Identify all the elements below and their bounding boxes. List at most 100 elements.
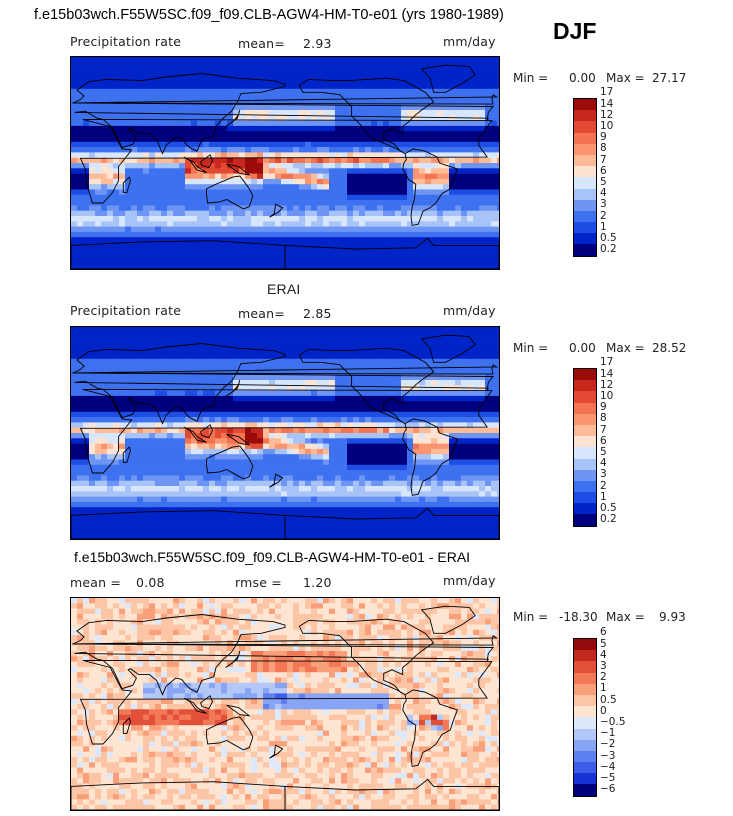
colorbar-swatch: [574, 380, 596, 392]
colorbar-tick-label: 0.2: [600, 243, 617, 256]
coastline-outlines: [71, 64, 499, 269]
map-field: [71, 57, 499, 269]
coastline: [269, 203, 284, 218]
panel-2-min-label: Min =: [513, 341, 549, 355]
coastline: [200, 154, 213, 169]
coastline: [225, 650, 241, 668]
coastline: [284, 507, 499, 539]
coastline: [122, 446, 131, 463]
colorbar-tick-label: 5: [600, 637, 607, 650]
colorbar-tick-label: 5: [600, 176, 607, 188]
colorbar-tick-label: 14: [600, 367, 614, 380]
colorbar-swatch: [574, 222, 596, 234]
coastline: [72, 634, 499, 646]
colorbar-swatch: [574, 132, 596, 144]
panel-2-field-label: Precipitation rate: [70, 303, 182, 318]
colorbar-swatch: [574, 424, 596, 437]
panel-2-map: [70, 326, 500, 540]
colorbar-swatch: [574, 143, 596, 155]
coastline: [402, 418, 458, 496]
colorbar-tick-label: 5: [600, 446, 607, 458]
coastline: [298, 347, 435, 425]
coastline: [79, 118, 493, 204]
colorbar-swatch: [574, 717, 596, 729]
panel-3-min-value: -18.30: [559, 610, 598, 624]
coastline: [183, 426, 207, 443]
colorbar-tick-label: 14: [600, 97, 614, 110]
panel-3-mean-value: 0.08: [136, 575, 165, 590]
colorbar-swatch: [574, 154, 596, 167]
panel-1-max-value: 27.17: [652, 71, 687, 85]
colorbar-swatch: [574, 784, 596, 796]
colorbar-swatch: [574, 469, 596, 481]
colorbar-swatch: [574, 188, 596, 200]
colorbar-tick-label: 17: [600, 356, 614, 369]
coastline: [73, 614, 495, 696]
coastline: [225, 379, 241, 397]
coastline: [79, 659, 493, 745]
colorbar-tick-label: 4: [600, 187, 607, 200]
colorbar-swatch: [574, 762, 596, 774]
colorbar-swatch: [574, 233, 596, 245]
panel-2-mean-label: mean=: [238, 306, 285, 321]
colorbar-swatch: [574, 99, 596, 111]
season-label: DJF: [553, 18, 597, 44]
map-svg: [71, 57, 499, 269]
coastline: [72, 93, 499, 105]
colorbar-swatch: [574, 773, 596, 785]
panel-1-max-label: Max =: [606, 71, 645, 85]
colorbar-tick-label: −5: [600, 772, 616, 784]
coastline: [206, 175, 254, 210]
colorbar-tick-label: 4: [600, 648, 607, 661]
colorbar-swatch: [574, 750, 596, 763]
colorbar-swatch: [574, 210, 596, 223]
coastline: [226, 433, 251, 446]
colorbar-swatch: [574, 492, 596, 504]
colorbar-swatch: [574, 244, 596, 256]
colorbar-swatch: [574, 694, 596, 707]
colorbar-tick-label: 10: [600, 390, 614, 402]
colorbar-tick-label: 0: [600, 704, 607, 717]
colorbar-tick-label: 12: [600, 108, 614, 121]
colorbar-swatch: [574, 447, 596, 459]
colorbar-swatch: [574, 110, 596, 122]
colorbar-swatch: [574, 177, 596, 189]
colorbar-swatch: [574, 121, 596, 133]
colorbar-swatch: [574, 480, 596, 493]
colorbar-swatch: [574, 436, 596, 448]
panel-2-min-value: 0.00: [569, 341, 596, 355]
coastline: [225, 109, 241, 127]
coastline-outlines: [71, 334, 499, 539]
coastline: [420, 64, 476, 93]
panel-3-mean-label: mean =: [70, 575, 122, 590]
colorbar-tick-label: 0.5: [600, 502, 617, 514]
panel-1-map: [70, 56, 500, 270]
panel-3-rmse-value: 1.20: [303, 575, 332, 590]
panel-1-field-label: Precipitation rate: [70, 34, 182, 49]
colorbar-tick-label: 1: [600, 682, 607, 695]
colorbar-tick-label: 12: [600, 378, 614, 391]
colorbar-tick-label: 0.5: [600, 232, 617, 244]
coastline: [73, 73, 495, 155]
colorbar-swatch: [574, 391, 596, 403]
map-svg: [71, 327, 499, 539]
panel-2-max-value: 28.52: [652, 341, 687, 355]
colorbar-tick-label: 7: [600, 153, 607, 166]
panel-2-mean-value: 2.85: [303, 306, 332, 321]
coastline: [226, 163, 251, 176]
colorbar-tick-label: 9: [600, 131, 607, 144]
panel-3-max-value: 9.93: [659, 610, 686, 624]
colorbar-swatch: [574, 199, 596, 211]
coastline: [420, 334, 476, 363]
colorbar-swatch: [574, 728, 596, 740]
colorbar-tick-label: 9: [600, 401, 607, 414]
colorbar-swatch: [574, 650, 596, 662]
colorbar-tick-label: 6: [600, 164, 607, 177]
colorbar-swatch: [574, 402, 596, 414]
coastline: [122, 717, 131, 734]
colorbar-tick-label: 0.5: [600, 693, 617, 706]
colorbar-tick-label: 3: [600, 198, 607, 211]
coastline: [269, 744, 284, 759]
colorbar-tick-label: 1: [600, 490, 607, 503]
colorbar-tick-label: 3: [600, 468, 607, 481]
